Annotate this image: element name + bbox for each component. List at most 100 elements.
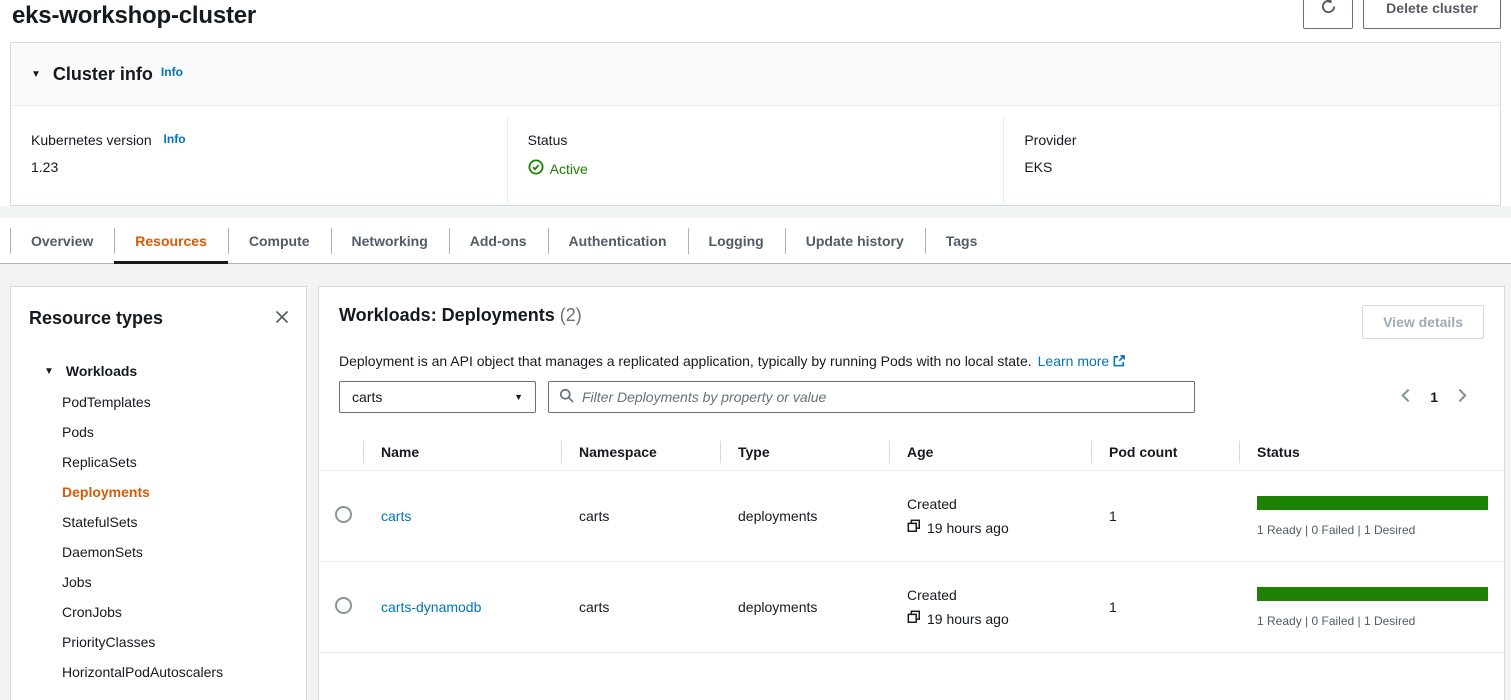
page-title: eks-workshop-cluster: [12, 2, 257, 29]
tab-logging[interactable]: Logging: [688, 218, 785, 263]
pagination: 1: [1396, 385, 1484, 409]
column-header-type[interactable]: Type: [720, 434, 889, 471]
status-summary: 1 Ready | 0 Failed | 1 Desired: [1257, 522, 1416, 537]
age-created-label: Created: [907, 496, 957, 512]
age-value: 19 hours ago: [927, 610, 1009, 627]
provider-value: EKS: [1024, 159, 1053, 175]
copy-icon[interactable]: [907, 610, 921, 627]
column-header-namespace[interactable]: Namespace: [561, 434, 720, 471]
provider-field: Provider EKS: [1003, 118, 1500, 205]
pod-count-cell: 1: [1109, 508, 1117, 524]
deployments-count: (2): [559, 305, 582, 325]
cluster-info-info-link[interactable]: Info: [160, 65, 183, 79]
external-link-icon: [1112, 355, 1126, 371]
column-header-pod-count[interactable]: Pod count: [1091, 434, 1239, 471]
collapse-caret-icon[interactable]: ▼: [31, 68, 41, 80]
deployment-name-link[interactable]: carts: [381, 508, 412, 524]
chevron-down-icon: ▼: [514, 392, 523, 402]
group-caret-icon: ▼: [44, 365, 54, 377]
status-summary: 1 Ready | 0 Failed | 1 Desired: [1257, 613, 1416, 628]
sidebar-title: Resource types: [29, 308, 164, 328]
sidebar-item-deployments[interactable]: Deployments: [62, 484, 150, 500]
refresh-icon: [1320, 0, 1337, 18]
provider-label: Provider: [1024, 132, 1077, 148]
namespace-cell: carts: [579, 599, 610, 615]
status-label: Status: [527, 132, 568, 148]
view-details-button[interactable]: View details: [1362, 305, 1484, 339]
sidebar-item-replicasets[interactable]: ReplicaSets: [62, 454, 137, 470]
tab-update-history[interactable]: Update history: [785, 218, 925, 263]
tab-authentication[interactable]: Authentication: [548, 218, 688, 263]
previous-page-button[interactable]: [1396, 385, 1417, 409]
tab-overview[interactable]: Overview: [10, 218, 114, 263]
status-progress-bar: [1257, 495, 1488, 510]
sidebar-item-cronjobs[interactable]: CronJobs: [62, 604, 122, 620]
tab-resources[interactable]: Resources: [114, 218, 228, 264]
learn-more-link[interactable]: Learn more: [1037, 353, 1110, 369]
header-actions: Delete cluster: [1303, 0, 1501, 29]
age-cell: Created 19 hours ago: [889, 562, 1091, 653]
page-header: eks-workshop-cluster Delete cluster: [0, 0, 1511, 42]
resource-types-sidebar: Resource types ▼ Workloads PodTemplates …: [10, 286, 307, 700]
status-field: Status Active: [506, 118, 1004, 205]
group-label: Workloads: [65, 363, 138, 379]
tab-add-ons[interactable]: Add-ons: [449, 218, 548, 263]
age-value: 19 hours ago: [927, 519, 1009, 536]
resource-type-list: PodTemplates Pods ReplicaSets Deployment…: [29, 387, 292, 687]
search-icon: [559, 388, 574, 406]
cluster-tabs: Overview Resources Compute Networking Ad…: [0, 218, 1511, 264]
sidebar-item-podtemplates[interactable]: PodTemplates: [62, 394, 151, 410]
row-select-radio[interactable]: [335, 506, 352, 523]
status-value: Active: [549, 160, 588, 177]
column-header-status[interactable]: Status: [1239, 434, 1504, 471]
sidebar-group-workloads[interactable]: ▼ Workloads: [29, 363, 292, 379]
cluster-info-panel: ▼ Cluster info Info Kubernetes version I…: [10, 42, 1501, 206]
current-page-number[interactable]: 1: [1430, 389, 1438, 405]
column-header-name[interactable]: Name: [363, 434, 561, 471]
tab-compute[interactable]: Compute: [228, 218, 331, 263]
row-select-radio[interactable]: [335, 597, 352, 614]
search-box: [548, 381, 1195, 413]
pod-count-cell: 1: [1109, 599, 1117, 615]
close-icon: [274, 310, 290, 328]
kubernetes-version-label: Kubernetes version: [31, 132, 152, 148]
deployments-table: Name Namespace Type Age Pod count Status…: [319, 434, 1504, 653]
kubernetes-version-info-link[interactable]: Info: [163, 132, 186, 146]
next-page-button[interactable]: [1451, 385, 1472, 409]
status-cell: 1 Ready | 0 Failed | 1 Desired: [1239, 471, 1504, 562]
table-row: carts-dynamodb carts deployments Created…: [319, 562, 1504, 653]
deployments-panel: Workloads: Deployments (2) View details …: [318, 286, 1505, 700]
age-cell: Created 19 hours ago: [889, 471, 1091, 562]
sidebar-item-pods[interactable]: Pods: [62, 424, 94, 440]
sidebar-item-horizontalpodautoscalers[interactable]: HorizontalPodAutoscalers: [62, 664, 224, 680]
chevron-right-icon: [1453, 387, 1470, 407]
sidebar-item-priorityclasses[interactable]: PriorityClasses: [62, 634, 156, 650]
deployments-description: Deployment is an API object that manages…: [339, 353, 1032, 369]
filter-property-value: carts: [352, 389, 383, 405]
namespace-cell: carts: [579, 508, 610, 524]
cluster-info-header[interactable]: ▼ Cluster info Info: [11, 43, 1500, 106]
status-check-icon: [528, 159, 544, 178]
refresh-button[interactable]: [1303, 0, 1354, 29]
sidebar-item-jobs[interactable]: Jobs: [62, 574, 92, 590]
select-all-header: [319, 434, 363, 471]
deployment-name-link[interactable]: carts-dynamodb: [381, 599, 482, 615]
chevron-left-icon: [1398, 387, 1415, 407]
filter-property-select[interactable]: carts ▼: [339, 381, 536, 413]
status-cell: 1 Ready | 0 Failed | 1 Desired: [1239, 562, 1504, 653]
sidebar-item-statefulsets[interactable]: StatefulSets: [62, 514, 138, 530]
search-input[interactable]: [582, 389, 1184, 405]
close-sidebar-button[interactable]: [272, 307, 292, 330]
kubernetes-version-value: 1.23: [31, 159, 59, 175]
table-header-row: Name Namespace Type Age Pod count Status: [319, 434, 1504, 471]
cluster-info-grid: Kubernetes version Info 1.23 Status Acti…: [11, 106, 1500, 205]
kubernetes-version-field: Kubernetes version Info 1.23: [11, 118, 507, 205]
tab-tags[interactable]: Tags: [925, 218, 999, 263]
column-header-age[interactable]: Age: [889, 434, 1091, 471]
copy-icon[interactable]: [907, 519, 921, 536]
tab-networking[interactable]: Networking: [331, 218, 449, 263]
lower-region: Overview Resources Compute Networking Ad…: [0, 206, 1511, 700]
delete-cluster-button[interactable]: Delete cluster: [1363, 0, 1501, 29]
sidebar-item-daemonsets[interactable]: DaemonSets: [62, 544, 143, 560]
content-area: Resource types ▼ Workloads PodTemplates …: [0, 264, 1511, 700]
